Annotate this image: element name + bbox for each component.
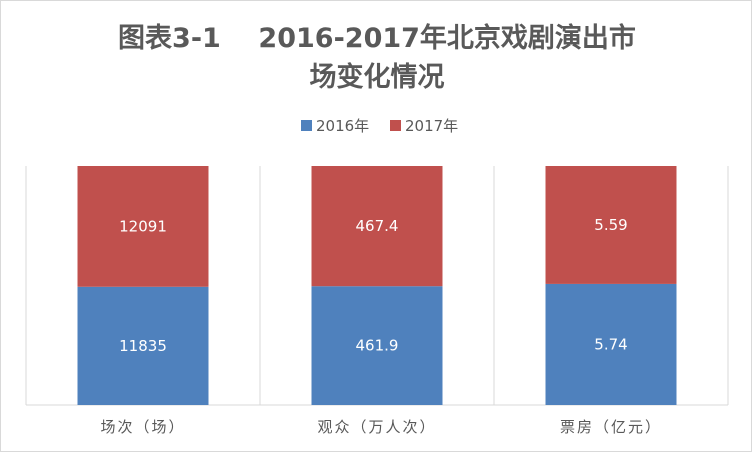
chart-title-line-1: 图表3-1 2016-2017年北京戏剧演出市 (118, 22, 636, 54)
data-label-2016-2: 5.74 (594, 335, 627, 353)
data-label-2017-0: 12091 (119, 217, 167, 235)
bar-segment-2016-2 (545, 283, 677, 405)
data-label-2017-2: 5.59 (594, 216, 627, 234)
data-label-2016-1: 461.9 (356, 337, 399, 355)
legend-label-2017: 2017年 (405, 117, 458, 135)
legend-swatch-2017 (390, 120, 401, 131)
data-label-2017-1: 467.4 (356, 217, 399, 235)
legend-swatch-2016 (301, 120, 312, 131)
plot-area: 11835 12091 场次（场） 461.9 467.4 观众（万人次） 5.74 5.59… (25, 166, 729, 436)
bar-segment-2017-2 (545, 166, 677, 284)
legend-label-2016: 2016年 (316, 117, 369, 135)
bar-segment-2017-0 (77, 166, 209, 287)
category-label-2: 票房（亿元） (560, 418, 662, 436)
legend: 2016年 2017年 (301, 117, 458, 135)
chart-title-line-2: 场变化情况 (310, 61, 445, 93)
data-label-2016-0: 11835 (119, 337, 167, 355)
category-label-1: 观众（万人次） (317, 418, 436, 436)
bar-segment-2016-1 (311, 286, 443, 405)
bar-segment-2016-0 (77, 286, 209, 405)
bar-segment-2017-1 (311, 166, 443, 287)
category-label-0: 场次（场） (100, 418, 185, 436)
